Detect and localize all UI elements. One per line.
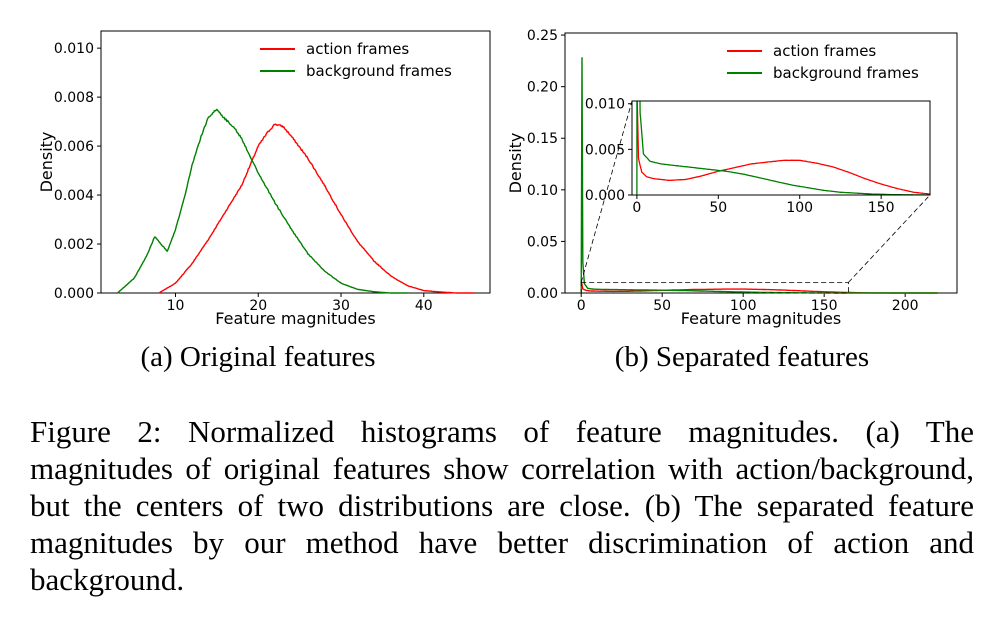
chart-b-inset-series-line <box>636 101 930 195</box>
figure-caption: Figure 2: Normalized histograms of featu… <box>30 414 974 597</box>
chart-a-plot-frame <box>100 30 491 294</box>
chart-b-y-tick-label: 0.05 <box>527 234 558 250</box>
chart-a-series-line <box>117 108 408 294</box>
chart-b-inset-background <box>632 101 930 195</box>
subcaption-a: (a) Original features <box>140 341 375 373</box>
chart-b-x-tick-label: 200 <box>892 298 919 314</box>
chart-b-zoom-region <box>580 281 849 294</box>
chart-b-separated-features: 0 50 100 150 200 0.00 0.05 0.10 0.15 0.20 0.25 acti… <box>506 28 958 328</box>
chart-b-inset-y-tick-label: 0.010 <box>585 97 625 113</box>
chart-b-inset-y-tick-label: 0.005 <box>585 142 625 158</box>
chart-b-y-tick-label: 0.15 <box>527 131 558 147</box>
chart-b-y-tick-label: 0.20 <box>527 80 558 96</box>
chart-a-y-tick-label: 0.008 <box>54 90 94 106</box>
chart-a-legend-label: background frames <box>306 62 452 80</box>
chart-a-x-tick-label: 40 <box>415 298 433 314</box>
chart-b-inset-x-tick-label: 150 <box>868 200 895 216</box>
chart-b-inset-frame <box>631 100 931 196</box>
chart-b-y-axis-label: Density <box>506 133 525 194</box>
chart-b-inset-x-tick-label: 100 <box>786 200 813 216</box>
chart-a-y-tick-label: 0.002 <box>54 237 94 253</box>
chart-a-series-line <box>158 123 474 294</box>
chart-b-x-tick-label: 100 <box>730 298 757 314</box>
chart-b-series-line <box>580 57 938 294</box>
chart-b-x-tick-label: 0 <box>577 298 586 314</box>
subcaption-b: (b) Separated features <box>615 341 869 373</box>
chart-b-inset-x-tick-label: 0 <box>632 200 641 216</box>
chart-b-inset-connector <box>848 194 931 283</box>
chart-b-legend-label: action frames <box>773 42 876 60</box>
chart-a-x-tick-label: 30 <box>332 298 350 314</box>
chart-a-y-axis-label: Density <box>37 132 56 193</box>
chart-a-x-axis-label: Feature magnitudes <box>215 309 375 328</box>
chart-b-y-tick-label: 0.25 <box>527 28 558 44</box>
chart-b-inset-y-tick-label: 0.000 <box>585 188 625 204</box>
chart-a-y-tick-label: 0.004 <box>54 188 94 204</box>
chart-b-legend-label: background frames <box>773 64 919 82</box>
chart-a-x-tick-label: 10 <box>167 298 185 314</box>
chart-b-y-tick-label: 0.00 <box>527 286 558 302</box>
chart-b-x-axis-label: Feature magnitudes <box>681 309 841 328</box>
chart-b-inset-connector <box>580 100 633 283</box>
chart-a-y-tick-label: 0.000 <box>54 286 94 302</box>
chart-b-inset-x-tick-label: 50 <box>709 200 727 216</box>
chart-b-inset-series-line <box>636 101 930 195</box>
chart-a-y-tick-label: 0.006 <box>54 139 94 155</box>
chart-a-y-tick-label: 0.010 <box>54 41 94 57</box>
chart-b-y-tick-label: 0.10 <box>527 183 558 199</box>
chart-b-x-tick-label: 150 <box>811 298 838 314</box>
chart-a-x-tick-label: 20 <box>249 298 267 314</box>
chart-a-original-features: 10 20 30 40 0.000 0.002 0.004 0.006 0.008 0.010 ac… <box>37 30 491 328</box>
chart-b-x-tick-label: 50 <box>653 298 671 314</box>
chart-a-legend-label: action frames <box>306 40 409 58</box>
